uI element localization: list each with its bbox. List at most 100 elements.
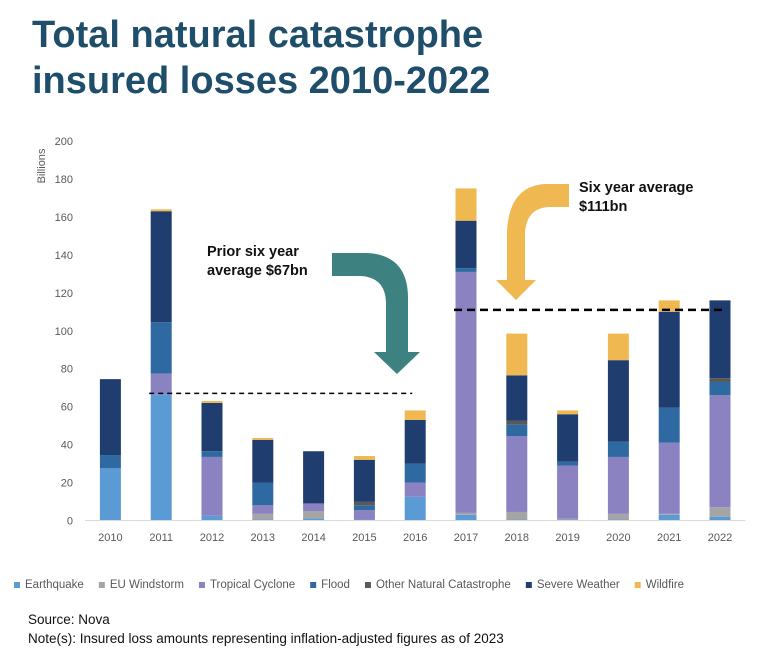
prior-average-annotation: Prior six year average $67bn [207, 244, 308, 279]
x-tick-label: 2019 [555, 532, 579, 544]
prior-average-line-2: average $67bn [207, 263, 308, 279]
bar-segment [557, 518, 579, 520]
bar-segment [506, 375, 528, 421]
bar-segment [709, 381, 731, 396]
bar-segment [557, 461, 579, 466]
source-text: Source: Nova [28, 612, 110, 627]
legend-swatch [98, 582, 105, 588]
x-tick-label: 2015 [352, 532, 376, 544]
x-tick-label: 2012 [200, 532, 224, 544]
y-tick-label: 80 [61, 364, 73, 376]
title-line-1: Total natural catastrophe [32, 14, 484, 56]
legend-swatch [198, 582, 205, 588]
bar-segment [607, 456, 629, 514]
y-tick-label: 120 [55, 288, 73, 300]
bar-segment [201, 451, 223, 457]
legend: Earthquake EU Windstorm Tropical Cyclone Fl… [14, 579, 684, 591]
bar-segment [506, 424, 528, 437]
average-lines [149, 308, 723, 395]
bar-segment [353, 510, 375, 520]
bar-segment [404, 410, 426, 420]
bar-segment [557, 465, 579, 519]
bar-segment [455, 512, 477, 515]
x-tick-label: 2013 [251, 532, 275, 544]
y-tick-label: 0 [67, 516, 73, 528]
y-axis: 0 20 40 60 80 100 120 140 160 180 200 [55, 136, 73, 528]
legend-swatch [525, 582, 532, 588]
bar-segment [506, 420, 528, 425]
prior-average-arrow [332, 253, 420, 374]
bar-segment [455, 220, 477, 269]
x-tick-label: 2016 [403, 532, 427, 544]
y-tick-label: 40 [61, 440, 73, 452]
y-axis-label: Billions [36, 148, 48, 183]
bar-segment [557, 410, 579, 415]
bar-segment [404, 463, 426, 483]
x-tick-label: 2017 [454, 532, 478, 544]
legend-label: Other Natural Catastrophe [376, 579, 511, 591]
bar-segment [252, 437, 274, 440]
legend-swatch [634, 582, 641, 588]
legend-swatch [14, 582, 20, 588]
bar-segment [709, 300, 731, 379]
bar-segment [455, 268, 477, 272]
bar-segment [201, 515, 223, 521]
bar-segment [709, 507, 731, 517]
recent-average-line-2: $111bn [579, 199, 627, 215]
x-tick-label: 2014 [301, 532, 325, 544]
prior-average-line-1: Prior six year [207, 244, 299, 260]
bar-segment [658, 407, 680, 443]
bar-segment [150, 394, 172, 521]
legend-label: Wildfire [646, 579, 684, 591]
bar-segment [658, 300, 680, 312]
bar-segment [455, 514, 477, 521]
y-tick-label: 60 [61, 402, 73, 414]
bar-segment [353, 455, 375, 460]
x-tick-label: 2022 [708, 532, 732, 544]
legend-swatch [364, 582, 371, 588]
bar-segment [99, 379, 121, 456]
bar-segment [455, 271, 477, 513]
bar-segment [506, 511, 528, 520]
bar-segment [709, 516, 731, 521]
bar-segment [607, 333, 629, 361]
bar-segment [404, 496, 426, 521]
recent-average-line-1: Six year average [579, 180, 693, 196]
x-tick-label: 2011 [149, 532, 173, 544]
bar-segment [404, 482, 426, 497]
bar-segment [658, 311, 680, 408]
bar-segment [455, 188, 477, 221]
bar-segment [150, 373, 172, 395]
bar-segment [150, 211, 172, 323]
bar-segment [709, 378, 731, 382]
recent-average-annotation: Six year average $111bn [579, 180, 698, 215]
y-tick-label: 180 [55, 174, 73, 186]
x-tick-label: 2021 [657, 532, 681, 544]
bar-segment [201, 402, 223, 452]
bar-segment [252, 505, 274, 514]
bar-segment [658, 514, 680, 521]
bar-segment [252, 513, 274, 520]
bar-segment [252, 439, 274, 483]
bar-segment [303, 503, 325, 512]
legend-label: Tropical Cyclone [210, 579, 295, 591]
bar-segment [303, 511, 325, 519]
y-tick-label: 200 [55, 136, 73, 148]
bar-segment [607, 360, 629, 442]
bar-segment [506, 436, 528, 512]
bar-segment [303, 518, 325, 521]
x-tick-label: 2010 [98, 532, 122, 544]
x-tick-label: 2020 [606, 532, 630, 544]
bar-segment [709, 395, 731, 508]
bar-segment [658, 513, 680, 515]
title-line-2: insured losses 2010-2022 [32, 60, 491, 102]
bar-segment [201, 456, 223, 516]
y-tick-label: 20 [61, 478, 73, 490]
bar-segment [150, 322, 172, 374]
bar-segment [303, 451, 325, 504]
x-tick-label: 2018 [505, 532, 529, 544]
bar-segment [99, 455, 121, 469]
bar-segment [607, 513, 629, 520]
bar-segment [658, 442, 680, 514]
